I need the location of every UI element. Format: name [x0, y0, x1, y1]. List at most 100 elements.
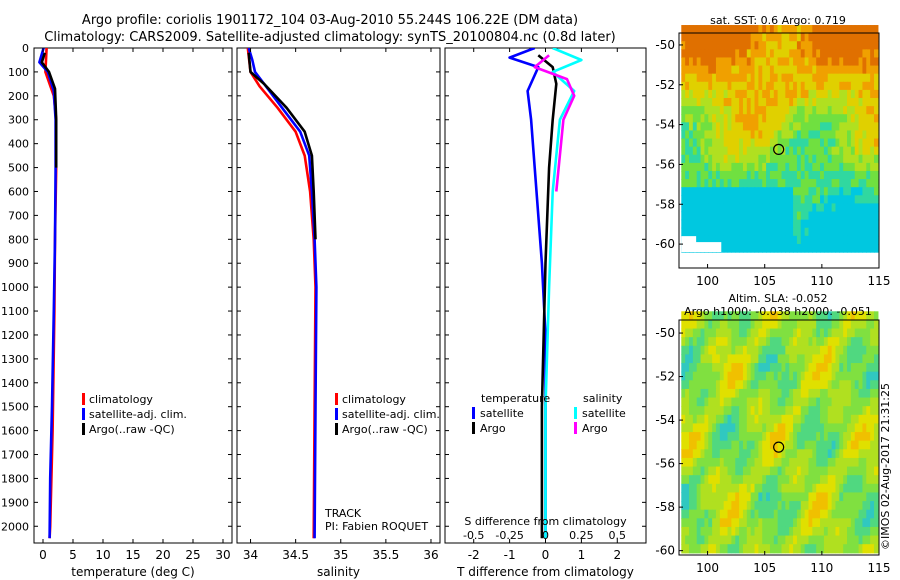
map-cell [723, 122, 729, 132]
map-cell [847, 65, 852, 75]
map-cell [712, 130, 717, 140]
map-cell [827, 154, 833, 164]
map-cell [715, 146, 721, 156]
map-cell [777, 423, 783, 433]
map-cell [781, 235, 786, 245]
map-cell [708, 146, 713, 156]
map-cell [781, 33, 786, 42]
map-cell [839, 41, 844, 50]
map-cell [835, 501, 840, 511]
map-cell [793, 501, 798, 511]
map-cell [777, 483, 783, 494]
x-tick-label: 2 [613, 548, 621, 562]
map-cell [746, 354, 752, 364]
map-cell [754, 187, 759, 196]
map-cell [696, 432, 702, 442]
map-cell [835, 33, 840, 42]
map-cell [708, 492, 713, 502]
map-cell [696, 219, 702, 229]
map-cell [769, 49, 775, 59]
map-cell [750, 211, 756, 221]
map-cell [789, 457, 794, 468]
map-cell [796, 371, 802, 381]
map-cell [800, 526, 806, 537]
map-cell [816, 49, 821, 59]
map-cell [750, 311, 756, 321]
argo-position-marker [773, 143, 785, 155]
map-cell [796, 432, 802, 442]
map-cell [746, 423, 752, 433]
map-cell [723, 81, 729, 91]
map-cell [731, 219, 736, 229]
map-cell [847, 535, 852, 545]
map-cell [685, 483, 690, 494]
map-cell [843, 466, 848, 476]
map-cell [847, 235, 852, 245]
map-cell [739, 457, 744, 468]
map-cell [839, 154, 844, 164]
map-cell [800, 518, 806, 528]
map-cell [870, 106, 875, 115]
map-cell [692, 518, 698, 528]
map-cell [719, 492, 725, 502]
map-cell [754, 483, 759, 494]
x-tick-label: 34 [243, 548, 258, 562]
map-cell [688, 492, 694, 502]
map-cell [812, 518, 817, 528]
map-cell [754, 457, 759, 468]
map-cell [808, 106, 813, 115]
map-cell [796, 449, 802, 459]
map-cell [746, 544, 752, 554]
map-cell [862, 73, 867, 83]
map-cell [712, 57, 717, 67]
map-cell [704, 65, 709, 75]
map-cell [874, 432, 879, 442]
map-cell [839, 170, 844, 180]
map-cell [719, 535, 725, 545]
map-cell [816, 227, 821, 237]
map-cell [739, 65, 744, 75]
map-cell [766, 41, 771, 50]
map-cell [700, 492, 706, 502]
legend-label: satellite [480, 407, 524, 420]
map-cell [820, 544, 825, 554]
map-cell [850, 235, 856, 245]
map-cell [769, 354, 775, 364]
map-cell [696, 195, 702, 205]
map-cell [708, 457, 713, 468]
map-cell [781, 311, 786, 321]
map-cell [731, 227, 736, 237]
map-cell [712, 406, 717, 416]
map-cell [746, 388, 752, 399]
map-cell [808, 535, 813, 545]
map-cell [750, 483, 756, 494]
map-cell [712, 354, 717, 364]
map-cell [804, 130, 810, 140]
map-cell [708, 535, 713, 545]
map-cell [700, 154, 706, 164]
map-cell [812, 388, 817, 399]
map-cell [843, 380, 848, 390]
map-cell [796, 328, 802, 338]
map-cell [685, 311, 690, 321]
map-cell [708, 319, 713, 330]
map-cell [735, 138, 740, 148]
map-cell [854, 380, 860, 390]
map-cell [750, 122, 756, 132]
map-cell [816, 179, 821, 188]
map-cell [777, 187, 783, 196]
map-cell [685, 371, 690, 381]
map-cell [874, 526, 879, 537]
map-cell [831, 154, 837, 164]
map-cell [735, 49, 740, 59]
map-cell [800, 25, 806, 34]
map-cell [739, 227, 744, 237]
map-cell [835, 311, 840, 321]
map-cell [800, 73, 806, 83]
map-cell [781, 179, 786, 188]
map-cell [685, 65, 690, 75]
map-cell [858, 227, 864, 237]
map-cell [704, 57, 709, 67]
map-cell [839, 33, 844, 42]
map-cell [847, 466, 852, 476]
